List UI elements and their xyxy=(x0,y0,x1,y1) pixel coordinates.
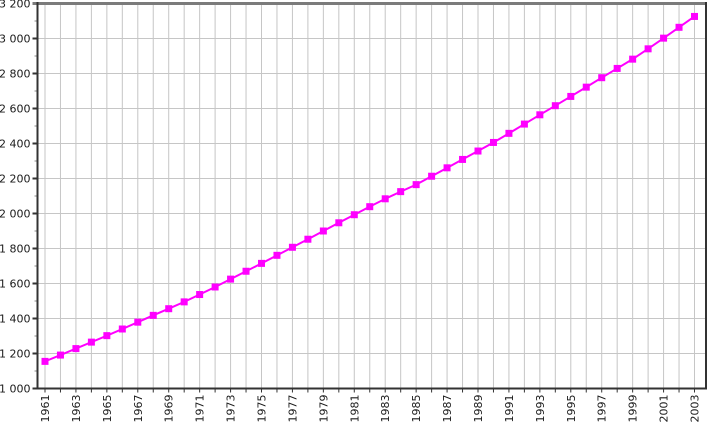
x-tick-label: 1961 xyxy=(39,395,52,423)
data-point-marker xyxy=(505,129,513,137)
data-point-marker xyxy=(118,325,126,333)
data-point-marker xyxy=(149,311,157,319)
data-point-marker xyxy=(56,351,64,359)
x-tick-label: 1983 xyxy=(379,395,392,423)
x-tick-label: 1967 xyxy=(132,395,145,423)
data-point-marker xyxy=(103,332,111,340)
data-point-marker xyxy=(520,120,528,128)
x-tick-label: 1995 xyxy=(565,395,578,423)
x-tick-label: 1999 xyxy=(627,395,640,423)
data-point-marker xyxy=(644,45,652,53)
x-tick-label: 1963 xyxy=(70,395,83,423)
y-tick-label: 1 400 xyxy=(0,313,31,326)
data-point-marker xyxy=(691,12,698,20)
x-tick-label: 1997 xyxy=(596,395,609,423)
data-point-marker xyxy=(397,188,405,196)
data-point-marker xyxy=(273,251,281,259)
data-point-marker xyxy=(551,102,559,110)
x-tick-label: 1969 xyxy=(163,395,176,423)
x-tick-label: 1973 xyxy=(225,395,238,423)
x-tick-label: 1981 xyxy=(348,395,361,423)
x-tick-label: 1979 xyxy=(317,395,330,423)
x-tick-label: 1987 xyxy=(441,395,454,423)
data-point-marker xyxy=(242,267,250,275)
x-tick-label: 1971 xyxy=(194,395,207,423)
data-point-marker xyxy=(459,155,467,163)
data-point-marker xyxy=(366,203,374,211)
data-point-marker xyxy=(304,235,312,243)
x-tick-label: 1965 xyxy=(101,395,114,423)
y-tick-label: 1 800 xyxy=(0,243,31,256)
y-tick-label: 2 200 xyxy=(0,173,31,186)
data-point-marker xyxy=(613,64,621,72)
x-tick-label: 1977 xyxy=(286,395,299,423)
data-point-marker xyxy=(536,111,544,119)
x-tick-label: 1975 xyxy=(256,395,269,423)
x-tick-label: 1993 xyxy=(534,395,547,423)
data-point-marker xyxy=(288,243,296,251)
data-point-marker xyxy=(412,181,420,189)
data-point-marker xyxy=(87,338,95,346)
data-point-marker xyxy=(350,211,358,219)
data-point-marker xyxy=(335,219,343,227)
data-point-marker xyxy=(211,283,219,291)
data-point-marker xyxy=(629,55,637,63)
x-tick-label: 1989 xyxy=(472,395,485,423)
data-point-marker xyxy=(72,345,80,353)
data-point-marker xyxy=(582,83,590,91)
data-point-marker xyxy=(489,138,497,146)
x-tick-label: 2001 xyxy=(658,395,671,423)
data-point-marker xyxy=(180,298,188,306)
x-tick-label: 1991 xyxy=(503,395,516,423)
y-tick-label: 2 400 xyxy=(0,138,31,151)
y-tick-label: 1 200 xyxy=(0,348,31,361)
data-point-marker xyxy=(165,305,173,313)
data-point-marker xyxy=(227,275,235,283)
data-point-marker xyxy=(258,259,265,267)
data-point-marker xyxy=(443,164,451,172)
data-point-marker xyxy=(41,357,49,365)
x-tick-label: 1985 xyxy=(410,395,423,423)
y-tick-label: 1 000 xyxy=(0,383,31,396)
data-point-marker xyxy=(381,195,389,203)
y-tick-label: 3 200 xyxy=(0,0,31,11)
data-point-marker xyxy=(319,227,327,235)
data-point-marker xyxy=(196,291,204,299)
data-point-marker xyxy=(675,23,683,31)
y-tick-label: 2 600 xyxy=(0,103,31,116)
y-tick-label: 3 000 xyxy=(0,33,31,46)
y-tick-label: 1 600 xyxy=(0,278,31,291)
data-point-marker xyxy=(428,172,436,180)
y-tick-label: 2 000 xyxy=(0,208,31,221)
data-point-marker xyxy=(567,92,575,100)
data-point-marker xyxy=(134,318,142,326)
data-point-marker xyxy=(660,34,668,42)
y-tick-label: 2 800 xyxy=(0,68,31,81)
data-point-marker xyxy=(474,147,482,155)
x-tick-label: 2003 xyxy=(689,395,702,423)
data-point-marker xyxy=(598,74,606,82)
